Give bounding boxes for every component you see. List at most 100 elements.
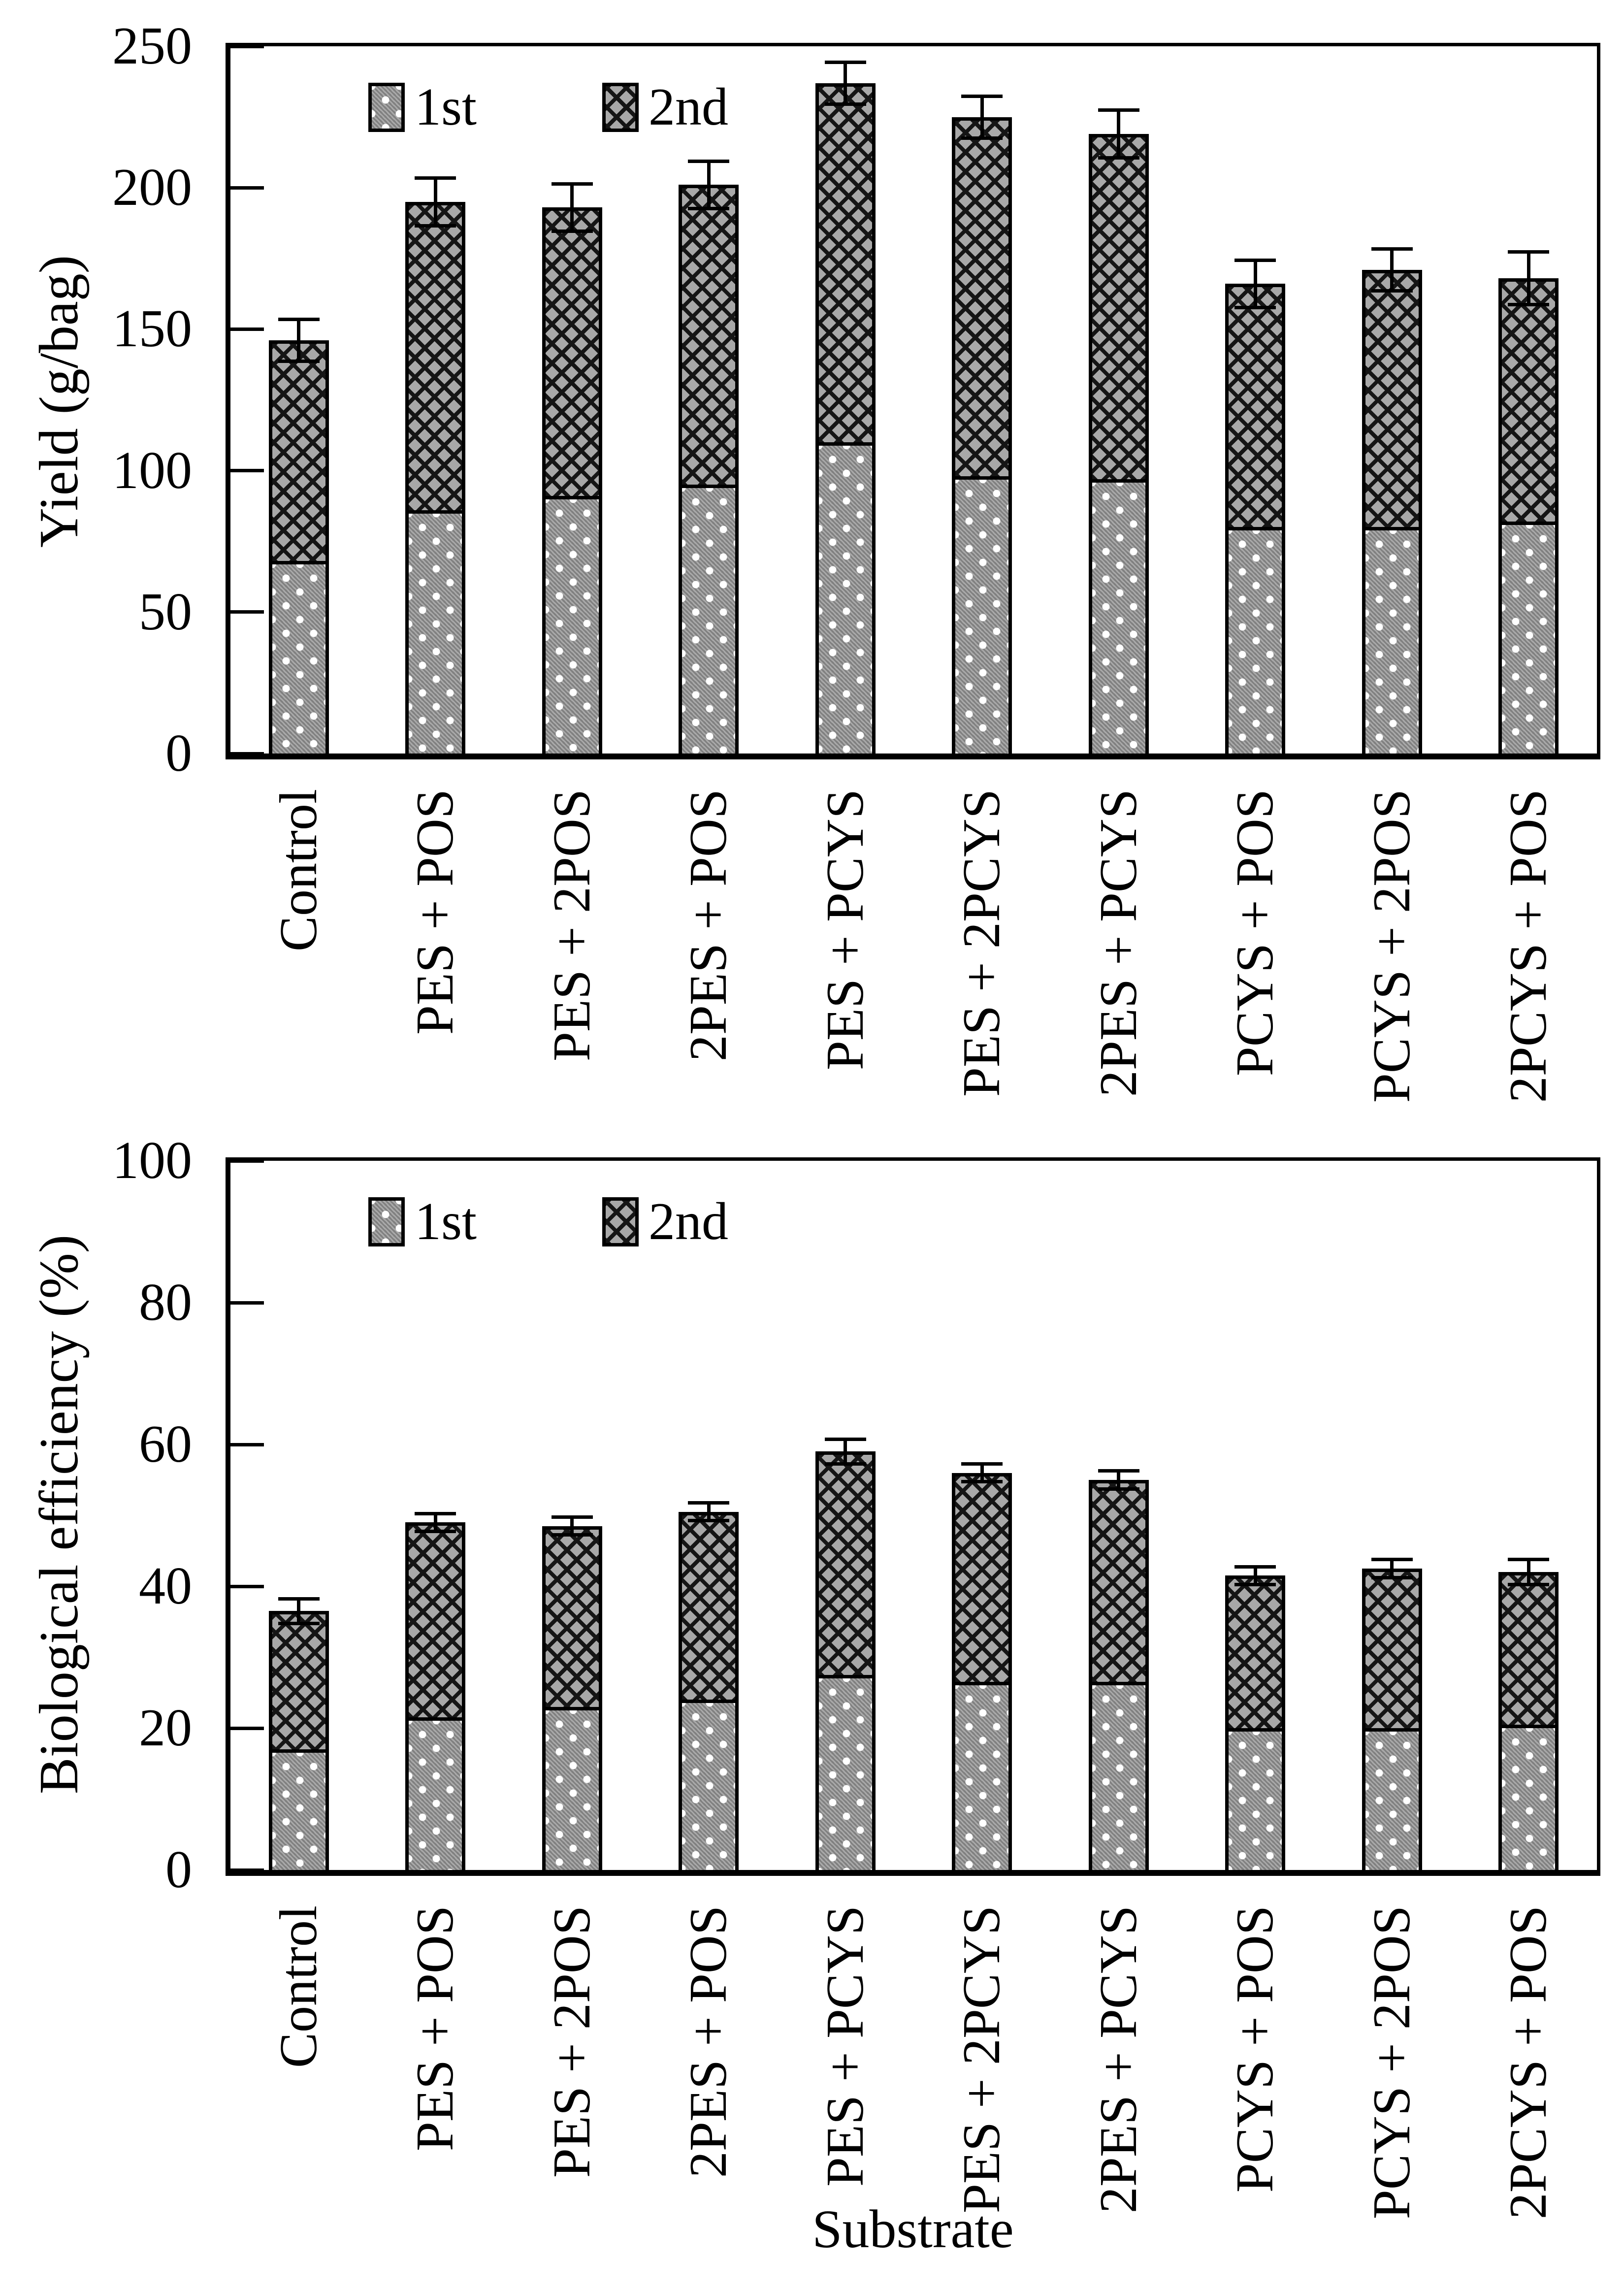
y-tick	[230, 1159, 264, 1163]
y-tick	[230, 1726, 264, 1730]
error-bar	[433, 1511, 437, 1533]
stacked-bar-PCYS + POS	[1225, 284, 1286, 754]
stacked-bar-PES + POS	[405, 201, 466, 754]
error-bar	[1253, 1565, 1257, 1586]
x-category-label-PES + 2POS: PES + 2POS	[542, 1905, 601, 2178]
error-bar	[297, 1597, 301, 1626]
y-tick-label: 100	[112, 1131, 192, 1190]
y-tick-label: 150	[112, 299, 192, 359]
error-bar-cap	[1234, 306, 1276, 310]
x-category-label-PCYS + POS: PCYS + POS	[1226, 789, 1285, 1077]
error-bar-cap	[1371, 1575, 1413, 1579]
y-tick-label: 60	[139, 1415, 192, 1474]
error-bar-cap	[824, 1437, 866, 1441]
legend-swatch-2nd-icon	[602, 83, 639, 132]
bar-segment-1st	[409, 1721, 462, 1870]
y-tick-label: 0	[165, 724, 192, 783]
legend-label-2nd: 2nd	[649, 78, 729, 136]
x-category-label-PES + POS: PES + POS	[406, 1905, 465, 2152]
error-bar-cap	[824, 102, 866, 106]
bar-segment-1st	[818, 446, 872, 754]
x-category-label-Control: Control	[269, 789, 328, 952]
legend-label-2nd: 2nd	[649, 1192, 729, 1251]
error-bar	[1390, 247, 1394, 293]
error-bar-cap	[1234, 1565, 1276, 1569]
bar-segment-2nd	[545, 1529, 599, 1710]
error-bar-cap	[1508, 303, 1550, 307]
y-tick	[230, 1442, 264, 1446]
error-bar-cap	[1098, 156, 1139, 160]
stacked-bar-PES + PCYS	[815, 83, 876, 754]
bar-segment-2nd	[1092, 137, 1145, 483]
y-tick-label: 0	[165, 1840, 192, 1899]
error-bar-cap	[961, 1480, 1003, 1484]
plot-area-biological-efficiency: 1st 2nd	[226, 1157, 1600, 1876]
bar-segment-2nd	[1092, 1483, 1145, 1686]
y-tick	[230, 469, 264, 473]
y-tick-label: 40	[139, 1557, 192, 1615]
error-bar-cap	[415, 1511, 456, 1515]
bar-segment-2nd	[1365, 1572, 1419, 1732]
error-bar-cap	[278, 1597, 320, 1601]
bar-segment-1st	[682, 488, 736, 754]
error-bar-cap	[961, 1462, 1003, 1466]
bar-segment-1st	[1229, 530, 1282, 754]
y-tick-label: 80	[139, 1273, 192, 1332]
x-category-label-PCYS + 2POS: PCYS + 2POS	[1362, 1905, 1421, 2220]
error-bar-cap	[688, 207, 730, 211]
error-bar-cap	[1371, 1558, 1413, 1562]
error-bar	[1527, 250, 1530, 307]
x-category-label-PES + POS: PES + POS	[406, 789, 465, 1035]
bar-segment-1st	[955, 1685, 1009, 1870]
bar-segment-1st	[1092, 1685, 1145, 1870]
bar-segment-2nd	[955, 1476, 1009, 1686]
error-bar	[1527, 1558, 1530, 1586]
error-bar-cap	[278, 360, 320, 363]
error-bar-cap	[415, 1530, 456, 1533]
stacked-bar-PCYS + 2POS	[1362, 269, 1422, 754]
stacked-bar-PES + 2PCYS	[952, 117, 1012, 754]
y-tick	[230, 186, 264, 190]
bar-segment-1st	[409, 514, 462, 754]
x-category-label-2PCYS + POS: 2PCYS + POS	[1499, 789, 1558, 1103]
stacked-bar-2PES + POS	[679, 1511, 739, 1870]
stacked-bar-Control	[268, 1611, 329, 1870]
stacked-bar-PCYS + POS	[1225, 1575, 1286, 1870]
error-bar	[980, 94, 984, 140]
x-category-label-2PES + POS: 2PES + POS	[679, 1905, 738, 2178]
y-tick-label: 200	[112, 158, 192, 217]
error-bar	[1117, 108, 1121, 160]
bar-segment-2nd	[818, 1455, 872, 1678]
error-bar-cap	[278, 1622, 320, 1626]
error-bar-cap	[1234, 258, 1276, 262]
stacked-bar-2PES + PCYS	[1088, 134, 1149, 754]
y-tick-label: 250	[112, 17, 192, 75]
bar-segment-2nd	[545, 211, 599, 500]
bar-segment-2nd	[1365, 273, 1419, 531]
bar-segment-2nd	[409, 205, 462, 514]
error-bar	[1253, 258, 1257, 310]
y-tick-label: 50	[139, 582, 192, 641]
legend-swatch-1st-icon	[368, 1197, 405, 1246]
stacked-bar-2PCYS + POS	[1498, 278, 1559, 754]
x-category-label-PCYS + 2POS: PCYS + 2POS	[1362, 789, 1421, 1103]
legend: 1st 2nd	[368, 81, 728, 134]
error-bar-cap	[688, 1519, 730, 1523]
x-category-label-PCYS + POS: PCYS + POS	[1226, 1905, 1285, 2193]
y-tick	[230, 1584, 264, 1588]
error-bar-cap	[1234, 1583, 1276, 1586]
bar-segment-1st	[1502, 524, 1556, 754]
x-category-label-PES + PCYS: PES + PCYS	[815, 1905, 875, 2187]
error-bar-cap	[688, 1501, 730, 1505]
y-axis-title-yield: Yield (g/bag)	[29, 255, 90, 548]
error-bar-cap	[551, 229, 593, 233]
stacked-bar-PES + 2PCYS	[952, 1473, 1012, 1870]
y-tick	[230, 1301, 264, 1305]
error-bar	[707, 159, 711, 211]
error-bar	[570, 182, 574, 233]
error-bar	[844, 60, 847, 106]
error-bar-cap	[1508, 1558, 1550, 1562]
error-bar-cap	[415, 176, 456, 180]
y-tick	[230, 752, 264, 755]
